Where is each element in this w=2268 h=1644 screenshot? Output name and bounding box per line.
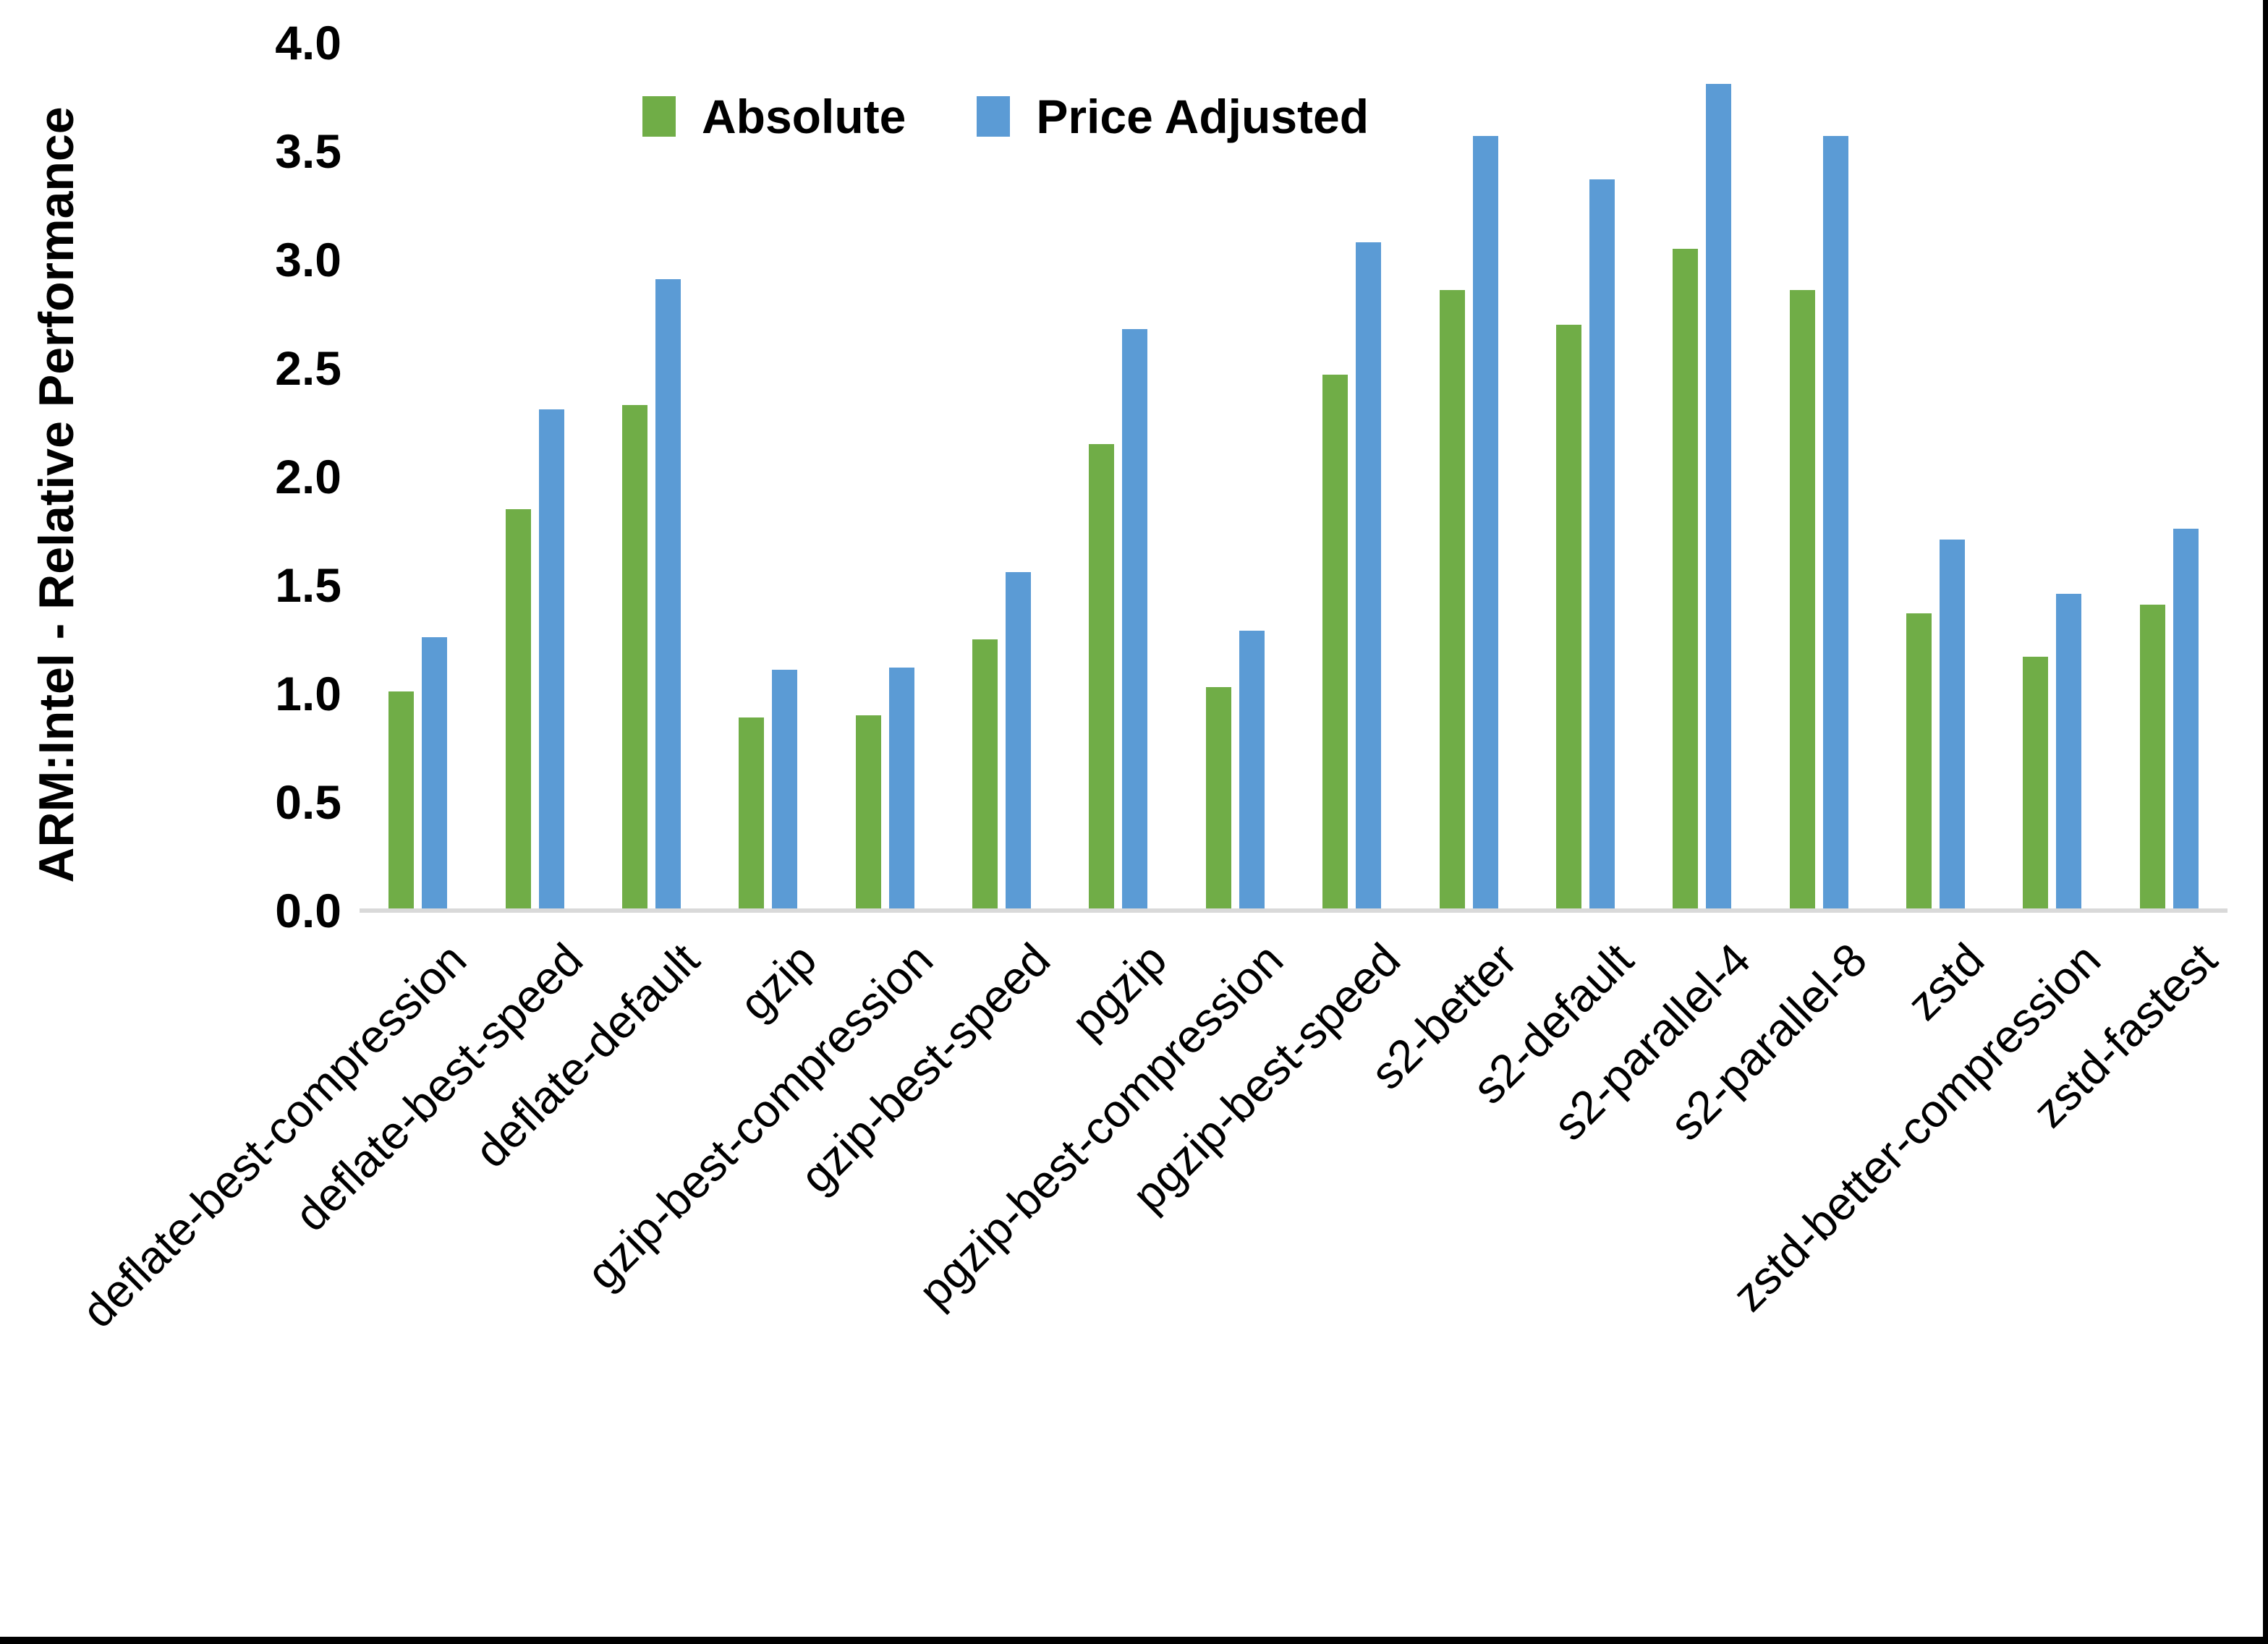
bar-price-adjusted-gzip-best-speed	[1006, 572, 1032, 911]
bar-price-adjusted-pgzip-best-compression	[1239, 631, 1265, 911]
bar-absolute-zstd-better-compression	[2023, 657, 2049, 911]
y-tick-label: 0.5	[275, 775, 341, 829]
legend: Absolute Price Adjusted	[642, 90, 1369, 143]
x-axis-line	[360, 908, 2227, 913]
bar-absolute-gzip-best-compression	[855, 715, 881, 911]
bar-price-adjusted-gzip	[772, 670, 798, 911]
bar-price-adjusted-s2-parallel-8	[1822, 136, 1848, 911]
bar-absolute-pgzip	[1089, 444, 1115, 911]
bar-absolute-pgzip-best-speed	[1322, 375, 1349, 911]
frame-border-right	[2263, 0, 2268, 1644]
bar-price-adjusted-s2-parallel-4	[1706, 84, 1732, 911]
bar-price-adjusted-gzip-best-compression	[888, 668, 914, 911]
price-adjusted-series-swatch-icon	[977, 96, 1011, 137]
bar-price-adjusted-deflate-best-compression	[422, 637, 448, 911]
y-tick-label: 2.5	[275, 341, 341, 395]
bar-absolute-zstd-fastest	[2139, 605, 2165, 911]
bar-absolute-deflate-default	[621, 405, 647, 911]
bar-price-adjusted-zstd	[1940, 540, 1966, 911]
bar-price-adjusted-pgzip	[1122, 329, 1148, 911]
y-tick-label: 1.5	[275, 558, 341, 612]
bar-price-adjusted-deflate-default	[655, 279, 681, 911]
legend-item-price-adjusted: Price Adjusted	[977, 89, 1369, 144]
bar-absolute-s2-parallel-4	[1673, 249, 1699, 911]
absolute-series-swatch-icon	[642, 96, 676, 137]
y-tick-label: 1.0	[275, 667, 341, 720]
y-tick-label: 3.0	[275, 233, 341, 286]
bar-price-adjusted-zstd-better-compression	[2056, 594, 2082, 911]
bar-absolute-s2-better	[1439, 290, 1465, 911]
y-tick-label: 3.5	[275, 124, 341, 178]
y-axis-title: ARM:Intel - Relative Performance	[29, 106, 84, 883]
y-tick-label: 2.0	[275, 450, 341, 503]
bar-absolute-pgzip-best-compression	[1205, 687, 1231, 911]
legend-item-absolute: Absolute	[642, 89, 906, 144]
y-tick-label: 0.0	[275, 884, 341, 937]
bar-absolute-s2-default	[1555, 325, 1581, 911]
bar-absolute-zstd	[1906, 613, 1932, 911]
frame-border-bottom	[0, 1637, 2268, 1644]
y-tick-label: 4.0	[275, 16, 341, 69]
bar-absolute-deflate-best-compression	[388, 691, 415, 911]
bar-price-adjusted-s2-default	[1589, 179, 1615, 911]
bar-absolute-deflate-best-speed	[505, 509, 531, 911]
bar-absolute-gzip-best-speed	[972, 639, 998, 911]
bar-absolute-gzip	[739, 717, 765, 911]
bar-price-adjusted-s2-better	[1472, 136, 1498, 911]
legend-label-absolute: Absolute	[702, 90, 906, 143]
bar-price-adjusted-deflate-best-speed	[538, 409, 564, 911]
bar-absolute-s2-parallel-8	[1789, 290, 1815, 911]
bar-price-adjusted-zstd-fastest	[2173, 529, 2199, 911]
bar-price-adjusted-pgzip-best-speed	[1356, 242, 1382, 911]
legend-label-price-adjusted: Price Adjusted	[1036, 90, 1369, 143]
